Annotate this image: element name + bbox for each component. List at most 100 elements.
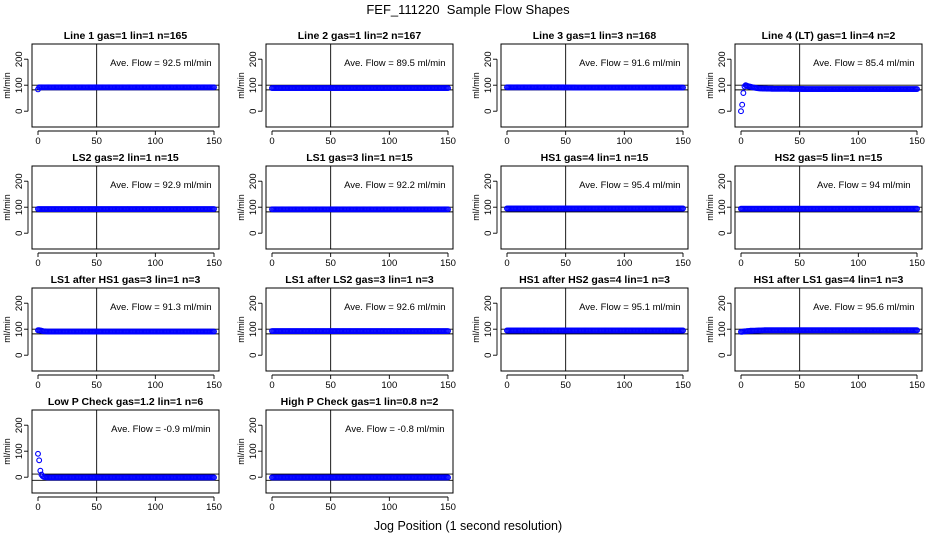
panel-8-x-tick-label-100: 100 <box>850 258 866 269</box>
panel-5-x-tick-label-0: 0 <box>35 258 40 269</box>
panel-10-x-tick-label-100: 100 <box>381 380 397 391</box>
panel-11-x-tick-label-150: 150 <box>675 380 691 391</box>
panel-14-x-tick-label-50: 50 <box>325 502 336 513</box>
panel-4-y-tick-label-100: 100 <box>717 77 728 93</box>
panel-1-y-tick-label-200: 200 <box>14 51 25 67</box>
panel-13-x-tick-label-150: 150 <box>206 502 222 513</box>
panel-13-frame <box>31 409 220 494</box>
panel-4-point <box>914 86 920 93</box>
panel-10-y-tick-label-200: 200 <box>248 295 259 311</box>
panel-3-x-tick-label-150: 150 <box>675 136 691 147</box>
panel-14-y-tick-label-100: 100 <box>248 443 259 459</box>
panel-6-y-tick-label-200: 200 <box>248 173 259 189</box>
panel-1-x-tick-label-150: 150 <box>206 136 222 147</box>
panel-4-point <box>740 90 747 96</box>
panel-10-point <box>445 328 451 334</box>
panel-13-y-tick-label-100: 100 <box>14 443 25 459</box>
panel-4: Line 4 (LT) gas=1 lin=4 n=2 Ave. Flow = 8… <box>705 30 925 147</box>
panel-4-y-tick-label-0: 0 <box>717 109 728 114</box>
panel-7-point <box>680 205 686 212</box>
panel-3-title: Line 3 gas=1 lin=3 n=168 <box>533 30 657 42</box>
panel-14-annotation: Ave. Flow = -0.8 ml/min <box>345 424 444 435</box>
panel-2-x-tick-label-50: 50 <box>325 136 336 147</box>
panel-6-x-tick-label-50: 50 <box>325 258 336 269</box>
panel-3-y-label: ml/min <box>471 72 481 99</box>
panel-11-y-tick-label-200: 200 <box>483 295 494 311</box>
panel-1-y-tick-label-100: 100 <box>14 77 25 93</box>
panel-1-point <box>211 84 217 91</box>
panel-11-x-tick-label-0: 0 <box>504 380 509 391</box>
panel-5-x-tick-label-100: 100 <box>147 258 163 269</box>
panel-8-y-label: ml/min <box>705 194 715 221</box>
panel-4-x-tick-label-100: 100 <box>850 136 866 147</box>
panel-7-y-tick-label-0: 0 <box>483 231 494 236</box>
panel-6-x-tick-label-100: 100 <box>381 258 397 269</box>
panel-3-points <box>504 84 686 91</box>
panel-7-y-label: ml/min <box>471 194 481 221</box>
panel-9-point <box>211 328 217 335</box>
panel-1-x-tick-label-100: 100 <box>147 136 163 147</box>
panel-5-y-tick-label-200: 200 <box>14 173 25 189</box>
panel-9-y-tick-label-100: 100 <box>14 321 25 337</box>
panel-7-x-tick-label-0: 0 <box>504 258 509 269</box>
panel-8-y-tick-label-100: 100 <box>717 199 728 215</box>
panel-13-title: Low P Check gas=1.2 lin=1 n=6 <box>48 396 203 408</box>
panel-2-point <box>445 85 451 92</box>
panel-4-point <box>738 108 744 115</box>
panel-13-annotation: Ave. Flow = -0.9 ml/min <box>111 424 210 435</box>
panel-3-y-tick-label-200: 200 <box>483 51 494 67</box>
panel-3-y-tick-label-100: 100 <box>483 77 494 93</box>
panel-9-x-tick-label-100: 100 <box>147 380 163 391</box>
panel-12-x-tick-label-100: 100 <box>850 380 866 391</box>
panel-6-title: LS1 gas=3 lin=1 n=15 <box>306 152 413 164</box>
panel-7-title: HS1 gas=4 lin=1 n=15 <box>541 152 649 164</box>
panel-7: HS1 gas=4 lin=1 n=15 Ave. Flow = 95.4 ml/… <box>471 152 691 269</box>
panel-13: Low P Check gas=1.2 lin=1 n=6 Ave. Flow =… <box>2 396 222 513</box>
panel-8-x-tick-label-0: 0 <box>738 258 743 269</box>
panel-13-y-tick-label-200: 200 <box>14 417 25 433</box>
figure-x-label: Jog Position (1 second resolution) <box>373 519 563 533</box>
panel-11-points <box>504 327 686 334</box>
panel-9-x-tick-label-0: 0 <box>35 380 40 391</box>
panel-1: Line 1 gas=1 lin=1 n=165 Ave. Flow = 92.5… <box>2 30 222 147</box>
panel-9-x-tick-label-150: 150 <box>206 380 222 391</box>
panel-2-x-tick-label-100: 100 <box>381 136 397 147</box>
panel-14-points <box>269 474 451 481</box>
panel-8-point <box>914 205 920 212</box>
panel-5-points <box>35 206 217 212</box>
panel-9-y-tick-label-200: 200 <box>14 295 25 311</box>
panel-9-y-label: ml/min <box>2 316 12 343</box>
panel-6: LS1 gas=3 lin=1 n=15 Ave. Flow = 92.2 ml/… <box>236 152 456 269</box>
panel-2-y-tick-label-200: 200 <box>248 51 259 67</box>
panel-9: LS1 after HS1 gas=3 lin=1 n=3 Ave. Flow =… <box>2 274 222 391</box>
panel-2-title: Line 2 gas=1 lin=2 n=167 <box>298 30 422 42</box>
panel-12-x-tick-label-50: 50 <box>794 380 805 391</box>
panel-4-y-tick-label-200: 200 <box>717 51 728 67</box>
panel-10-annotation: Ave. Flow = 92.6 ml/min <box>344 302 445 313</box>
panel-1-x-tick-label-50: 50 <box>91 136 102 147</box>
panel-7-y-tick-label-200: 200 <box>483 173 494 189</box>
panel-8-y-tick-label-0: 0 <box>717 231 728 236</box>
panel-9-title: LS1 after HS1 gas=3 lin=1 n=3 <box>51 274 201 286</box>
panel-11-annotation: Ave. Flow = 95.1 ml/min <box>579 302 680 313</box>
panel-5-point <box>211 206 217 212</box>
panel-1-annotation: Ave. Flow = 92.5 ml/min <box>110 58 211 69</box>
panel-8-points <box>738 205 920 212</box>
panel-12-points <box>738 327 920 335</box>
panel-4-x-tick-label-0: 0 <box>738 136 743 147</box>
panel-11-x-tick-label-100: 100 <box>616 380 632 391</box>
panel-12-title: HS1 after LS1 gas=4 lin=1 n=3 <box>754 274 904 286</box>
panel-10-y-label: ml/min <box>236 316 246 343</box>
panel-3-y-tick-label-0: 0 <box>483 109 494 114</box>
panel-13-x-tick-label-100: 100 <box>147 502 163 513</box>
panel-11-title: HS1 after HS2 gas=4 lin=1 n=3 <box>519 274 670 286</box>
panel-1-x-tick-label-0: 0 <box>35 136 40 147</box>
panel-7-points <box>504 205 686 212</box>
panel-1-y-label: ml/min <box>2 72 12 99</box>
panel-9-points <box>35 327 217 335</box>
panel-10-points <box>269 328 451 334</box>
panel-13-points <box>35 450 217 481</box>
panel-5-x-tick-label-150: 150 <box>206 258 222 269</box>
